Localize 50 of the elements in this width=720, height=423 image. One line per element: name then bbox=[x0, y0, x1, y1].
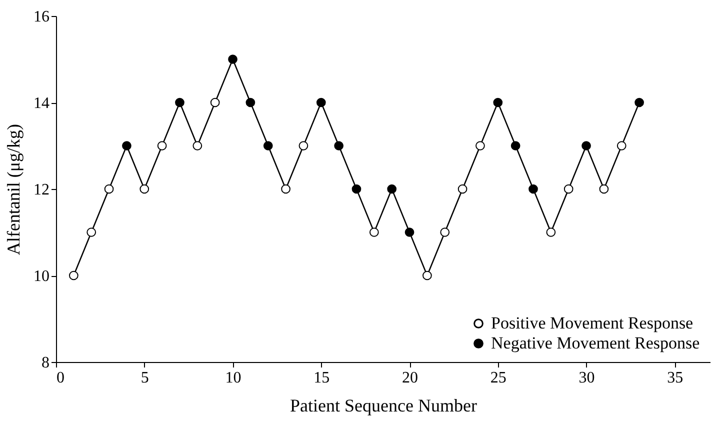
point bbox=[440, 228, 450, 237]
y-tick-label: 8 bbox=[42, 354, 50, 372]
y-tick-label: 10 bbox=[34, 268, 50, 285]
x-axis-title: Patient Sequence Number bbox=[290, 396, 477, 416]
point bbox=[493, 98, 503, 108]
point bbox=[422, 270, 432, 280]
point bbox=[582, 141, 591, 150]
legend-label: Positive Movement Response bbox=[491, 314, 694, 332]
point bbox=[157, 141, 167, 150]
x-tick-label: 30 bbox=[578, 370, 595, 386]
point bbox=[86, 228, 96, 237]
y-tick-label: 12 bbox=[34, 182, 50, 198]
point bbox=[104, 184, 114, 194]
x-tick-label: 10 bbox=[225, 370, 242, 386]
point bbox=[140, 184, 150, 194]
point bbox=[334, 141, 344, 150]
x-tick-label: 25 bbox=[490, 370, 506, 386]
y-tick-label: 16 bbox=[34, 8, 50, 26]
point bbox=[352, 184, 362, 194]
point bbox=[298, 141, 308, 150]
point bbox=[316, 98, 326, 108]
point bbox=[210, 98, 220, 108]
point bbox=[192, 141, 202, 150]
point bbox=[616, 141, 626, 150]
legend-label: Negative Movement Response bbox=[491, 334, 700, 352]
point bbox=[528, 184, 538, 194]
x-tick-label: 0 bbox=[56, 370, 64, 386]
point bbox=[546, 228, 556, 237]
y-tick-label: 14 bbox=[34, 95, 50, 112]
point bbox=[599, 184, 609, 194]
point bbox=[387, 184, 397, 194]
point bbox=[175, 98, 184, 108]
point bbox=[510, 141, 520, 150]
y-axis-title: Alfentanil (μg/kg) bbox=[4, 124, 24, 256]
point bbox=[122, 141, 132, 150]
point bbox=[458, 184, 468, 194]
point bbox=[228, 54, 238, 64]
point bbox=[281, 184, 290, 194]
point bbox=[634, 98, 644, 108]
point bbox=[263, 141, 273, 150]
x-tick-label: 35 bbox=[667, 370, 684, 386]
point bbox=[404, 228, 414, 237]
point bbox=[68, 270, 78, 280]
x-tick-label: 5 bbox=[140, 370, 149, 386]
point bbox=[564, 184, 574, 194]
point bbox=[476, 141, 485, 150]
x-tick-label: 15 bbox=[314, 370, 330, 386]
point bbox=[246, 98, 256, 108]
point bbox=[369, 228, 379, 237]
x-tick-label: 20 bbox=[402, 370, 418, 386]
